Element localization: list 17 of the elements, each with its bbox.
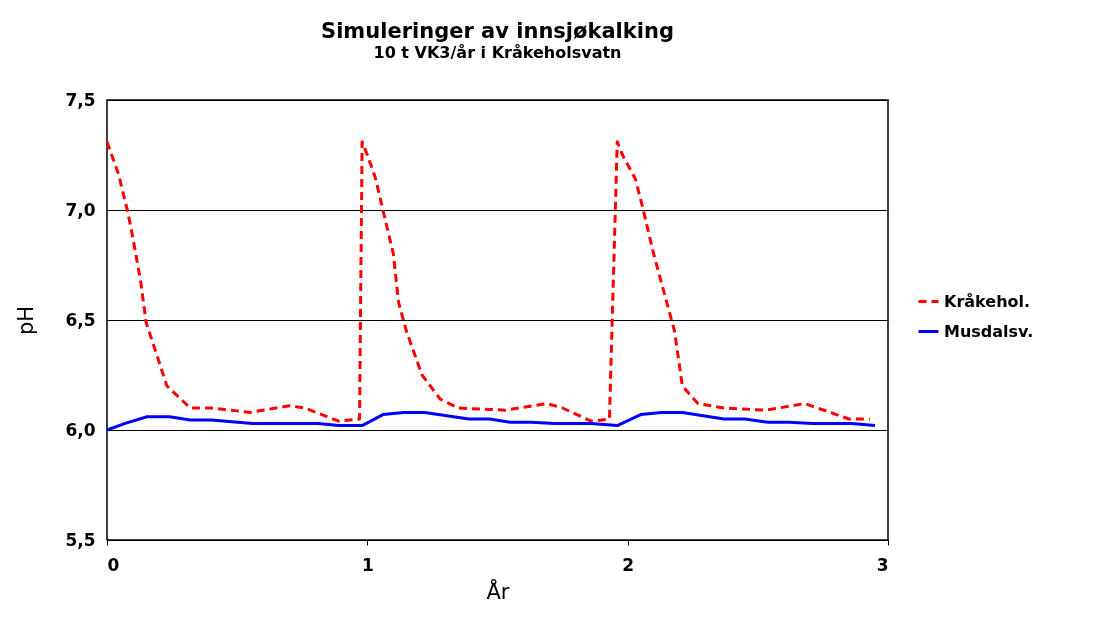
legend-label: Musdalsv. bbox=[944, 321, 1034, 341]
x-tick-label: 0 bbox=[107, 554, 120, 575]
x-axis-title: År bbox=[486, 577, 510, 604]
y-tick-label: 7,0 bbox=[65, 199, 96, 220]
y-tick-label: 6,0 bbox=[65, 419, 96, 440]
legend-label: Kråkehol. bbox=[944, 291, 1031, 311]
y-tick-label: 5,5 bbox=[65, 529, 96, 550]
chart-title: Simuleringer av innsjøkalking bbox=[321, 19, 674, 43]
chart-subtitle: 10 t VK3/år i Kråkeholsvatn bbox=[373, 43, 622, 62]
y-tick-label: 6,5 bbox=[65, 309, 96, 330]
x-tick-label: 1 bbox=[361, 554, 374, 575]
line-series bbox=[105, 410, 877, 432]
x-tick-label: 3 bbox=[876, 554, 889, 575]
y-axis-title: pH bbox=[14, 305, 39, 336]
x-tick-label: 2 bbox=[622, 554, 635, 575]
y-tick-label: 7,5 bbox=[65, 89, 96, 110]
line-series bbox=[105, 140, 872, 423]
